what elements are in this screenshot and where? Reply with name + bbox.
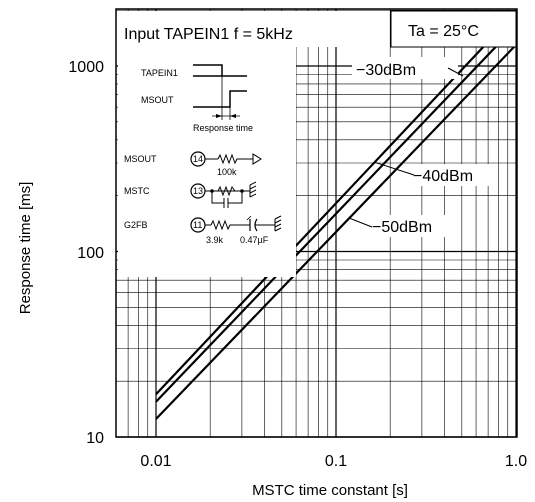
response-time-label: Response time [193,123,253,133]
pin-c-cap-value: 0.47µF [240,235,269,245]
pin-b-ground-hatch-4 [249,193,257,198]
pin-c-ground-hatch-2 [274,219,282,224]
condition-label: Input TAPEIN1 f = 5kHz [124,26,293,43]
series-leader-minus40 [373,161,415,176]
plot-frame [115,8,518,438]
inset-signal-msout: MSOUT [141,95,174,105]
series-labels: −30dBm −40dBm −50dBm [348,57,491,237]
pin-c-ground-hatch-3 [274,223,282,228]
series-leader-minus30 [447,67,464,77]
x-tick-0.1: 0.1 [325,453,347,470]
pin-b-resistor [217,185,236,197]
pin-c-ground-hatch-4 [274,227,282,232]
pin-a-number: 14 [193,154,203,164]
series-label-minus50: −50dBm [372,219,432,236]
x-tick-0.01: 0.01 [140,453,171,470]
y-tick-10: 10 [86,430,104,447]
response-arrowhead-right [230,114,236,118]
pin-b-ground-hatch-2 [249,185,257,190]
series-line-1 [155,24,517,403]
x-tick-1.0: 1.0 [505,453,527,470]
temperature-label: Ta = 25°C [408,23,479,40]
pin-a-resistor [217,153,253,165]
y-axis-label: Response time [ms] [17,182,34,315]
series-line-2 [155,44,517,420]
pin-b-ground-hatch-3 [249,189,257,194]
pin-b-cap-wire-right [228,191,243,204]
inset-signal-tapein1: TAPEIN1 [141,68,178,78]
pin-c-resistor-value: 3.9k [206,235,224,245]
pin-b-name: MSTC [124,186,150,196]
pin-a-buffer-icon [252,153,262,165]
x-axis-label: MSTC time constant [s] [252,482,408,499]
pin-b-cap-wire [211,191,224,204]
series-label-bg-40 [413,164,491,186]
series-label-minus30: −30dBm [356,62,416,79]
pin-b-ground-hatch-1 [249,181,257,186]
tapein1-waveform [193,64,247,77]
pin-c-cap-polarity [246,215,252,221]
series-leader-minus50 [348,217,373,228]
temperature-box [390,10,517,48]
inset-background [118,47,296,277]
condition-box [118,11,342,47]
series-label-bg-50 [370,215,450,237]
pin-c-resistor [210,219,250,231]
circuit-inset: TAPEIN1 MSOUT Response time MSOUT 14 100… [124,64,282,245]
y-tick-100: 100 [77,245,104,262]
pin-c-name: G2FB [124,220,148,230]
series-label-minus40: −40dBm [413,168,473,185]
y-tick-1000: 1000 [68,59,104,76]
pin-b-number: 13 [193,186,203,196]
pin-c-ground-hatch-1 [274,215,282,220]
series-label-bg-30 [352,57,458,79]
pin-c-number: 11 [193,220,202,230]
pin-a-value: 100k [217,167,237,177]
response-arrowhead-left [216,114,222,118]
pin-a-name: MSOUT [124,154,157,164]
